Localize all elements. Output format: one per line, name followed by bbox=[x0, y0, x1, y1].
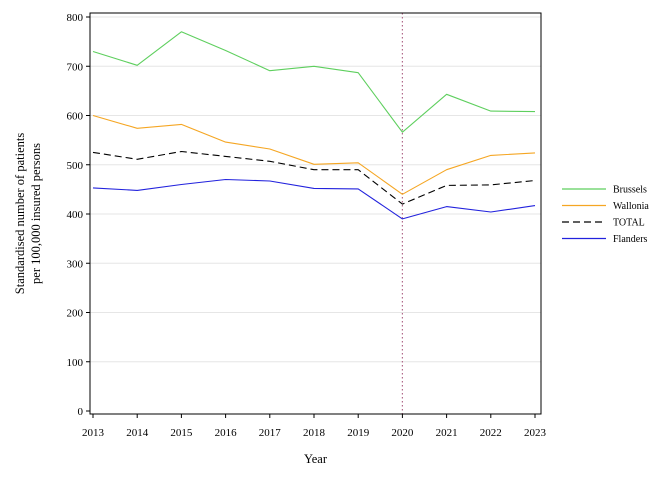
legend-label-flanders: Flanders bbox=[613, 234, 648, 245]
series-line-flanders bbox=[92, 178, 536, 220]
y-tick-label-300: 300 bbox=[67, 258, 84, 270]
legend-label-brussels: Brussels bbox=[613, 185, 647, 196]
x-tick-label-2015: 2015 bbox=[170, 427, 193, 439]
y-axis-title-line-2: per 100,000 insured persons bbox=[29, 143, 43, 284]
y-axis-title: Standardised number of patients per 100,0… bbox=[13, 133, 43, 295]
series-line-wallonia bbox=[92, 114, 536, 195]
x-tick-label-2017: 2017 bbox=[259, 427, 282, 439]
y-axis: 0 100 200 300 400 500 600 700 800 bbox=[67, 12, 90, 418]
x-tick-label-2023: 2023 bbox=[524, 427, 547, 439]
x-tick-label-2019: 2019 bbox=[347, 427, 370, 439]
legend: Brussels Wallonia TOTAL Flanders bbox=[562, 185, 649, 245]
x-tick-label-2022: 2022 bbox=[480, 427, 502, 439]
y-tick-label-700: 700 bbox=[67, 61, 84, 73]
legend-label-total: TOTAL bbox=[613, 218, 645, 229]
y-tick-label-200: 200 bbox=[67, 308, 84, 320]
y-tick-label-500: 500 bbox=[67, 160, 84, 172]
legend-label-wallonia: Wallonia bbox=[613, 201, 649, 212]
y-tick-label-800: 800 bbox=[67, 12, 84, 24]
x-tick-label-2014: 2014 bbox=[126, 427, 149, 439]
grid-lines bbox=[90, 16, 541, 363]
series-line-brussels bbox=[92, 31, 536, 133]
x-tick-label-2016: 2016 bbox=[215, 427, 238, 439]
y-axis-title-line-1: Standardised number of patients bbox=[13, 133, 27, 295]
x-tick-label-2021: 2021 bbox=[436, 427, 458, 439]
x-axis: 2013 2014 2015 2016 2017 2018 2019 2020 2021 2022… bbox=[82, 414, 547, 439]
series-line-total bbox=[92, 150, 536, 205]
x-tick-label-2018: 2018 bbox=[303, 427, 326, 439]
y-tick-label-400: 400 bbox=[67, 209, 84, 221]
y-tick-label-100: 100 bbox=[67, 357, 84, 369]
x-tick-label-2013: 2013 bbox=[82, 427, 105, 439]
y-tick-label-0: 0 bbox=[78, 406, 84, 418]
y-tick-label-600: 600 bbox=[67, 111, 84, 123]
x-tick-label-2020: 2020 bbox=[391, 427, 414, 439]
x-axis-title: Year bbox=[304, 452, 328, 466]
series-lines bbox=[92, 31, 536, 220]
